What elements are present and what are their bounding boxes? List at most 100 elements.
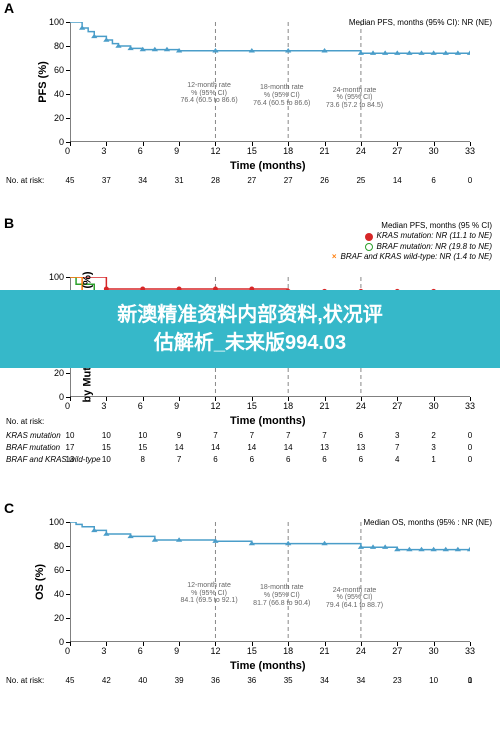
annotation: 24-month rate% (95% CI)73.6 (57.2 to 84.… bbox=[326, 87, 383, 110]
risk-cell: 3 bbox=[424, 443, 444, 452]
xtick: 27 bbox=[392, 146, 402, 156]
risk-cell: 7 bbox=[387, 443, 407, 452]
panel-a-chart bbox=[70, 22, 470, 142]
xtick: 33 bbox=[465, 146, 475, 156]
xtick: 9 bbox=[174, 401, 179, 411]
ytick: 100 bbox=[49, 17, 64, 27]
risk-label: No. at risk: bbox=[6, 676, 44, 685]
risk-cell: 6 bbox=[351, 455, 371, 464]
annotation: 24-month rate% (95% CI)79.4 (64.1 to 88.… bbox=[326, 587, 383, 610]
risk-cell: 23 bbox=[387, 676, 407, 685]
risk-row-name: BRAF and KRAS wild-type bbox=[6, 455, 101, 464]
panel-c: C OS (%) Time (months) Median OS, months… bbox=[0, 500, 500, 700]
risk-cell: 13 bbox=[60, 455, 80, 464]
panel-b-letter: B bbox=[4, 215, 14, 231]
legend-title: Median PFS, months (95% CI): NR (NE) bbox=[349, 18, 492, 28]
risk-cell: 0 bbox=[460, 455, 480, 464]
panel-c-xlabel: Time (months) bbox=[230, 660, 306, 672]
risk-cell: 2 bbox=[424, 431, 444, 440]
risk-cell: 39 bbox=[169, 676, 189, 685]
risk-cell: 27 bbox=[278, 176, 298, 185]
ytick: 0 bbox=[59, 137, 64, 147]
xtick: 0 bbox=[65, 646, 70, 656]
risk-cell: 27 bbox=[242, 176, 262, 185]
risk-cell: 14 bbox=[387, 176, 407, 185]
xtick: 3 bbox=[101, 146, 106, 156]
panel-a-letter: A bbox=[4, 0, 14, 16]
xtick: 33 bbox=[465, 646, 475, 656]
risk-row-name: BRAF mutation bbox=[6, 443, 60, 452]
risk-cell: 14 bbox=[205, 443, 225, 452]
risk-cell: 25 bbox=[351, 176, 371, 185]
risk-cell: 36 bbox=[205, 676, 225, 685]
risk-cell: 7 bbox=[205, 431, 225, 440]
xtick: 6 bbox=[138, 401, 143, 411]
overlay-line1: 新澳精准资料内部资料,状况评 bbox=[117, 304, 383, 326]
risk-cell: 45 bbox=[60, 676, 80, 685]
panel-b-xlabel: Time (months) bbox=[230, 415, 306, 427]
xtick: 6 bbox=[138, 646, 143, 656]
risk-cell: 10 bbox=[424, 676, 444, 685]
risk-cell: 7 bbox=[242, 431, 262, 440]
risk-cell: 6 bbox=[351, 431, 371, 440]
ytick: 40 bbox=[54, 589, 64, 599]
risk-cell: 40 bbox=[133, 676, 153, 685]
overlay-line2: 估解析_未来版994.03 bbox=[154, 332, 346, 354]
legend-item: ×BRAF and KRAS wild-type: NR (1.4 to NE) bbox=[332, 252, 492, 262]
xtick: 9 bbox=[174, 146, 179, 156]
risk-cell: 0 bbox=[460, 443, 480, 452]
risk-cell: 6 bbox=[205, 455, 225, 464]
xtick: 18 bbox=[283, 401, 293, 411]
ytick: 100 bbox=[49, 517, 64, 527]
risk-row-name: KRAS mutation bbox=[6, 431, 61, 440]
annotation: 18-month rate% (95% CI)81.7 (66.8 to 90.… bbox=[253, 584, 310, 607]
risk-cell: 31 bbox=[169, 176, 189, 185]
risk-cell: 34 bbox=[351, 676, 371, 685]
risk-cell: 35 bbox=[278, 676, 298, 685]
risk-cell: 10 bbox=[96, 455, 116, 464]
xtick: 15 bbox=[247, 401, 257, 411]
legend-title: Median OS, months (95% : NR (NE) bbox=[364, 518, 492, 528]
xtick: 24 bbox=[356, 401, 366, 411]
xtick: 18 bbox=[283, 646, 293, 656]
panel-b-legend: Median PFS, months (95 % CI)KRAS mutatio… bbox=[332, 221, 492, 263]
xtick: 27 bbox=[392, 401, 402, 411]
xtick: 12 bbox=[210, 401, 220, 411]
ytick: 0 bbox=[59, 637, 64, 647]
ytick: 20 bbox=[54, 368, 64, 378]
ytick: 40 bbox=[54, 89, 64, 99]
risk-cell: 6 bbox=[278, 455, 298, 464]
xtick: 12 bbox=[210, 146, 220, 156]
risk-cell: 14 bbox=[242, 443, 262, 452]
legend-item: KRAS mutation: NR (11.1 to NE) bbox=[332, 231, 492, 241]
annotation: 12-month rate% (95% CI)76.4 (60.5 to 86.… bbox=[180, 82, 237, 105]
risk-cell: 13 bbox=[351, 443, 371, 452]
risk-cell: 8 bbox=[133, 455, 153, 464]
risk-cell: 36 bbox=[242, 676, 262, 685]
risk-cell: 26 bbox=[315, 176, 335, 185]
risk-cell: 14 bbox=[278, 443, 298, 452]
risk-cell: 28 bbox=[205, 176, 225, 185]
risk-cell: 6 bbox=[424, 176, 444, 185]
ytick: 20 bbox=[54, 113, 64, 123]
xtick: 21 bbox=[320, 401, 330, 411]
legend-title: Median PFS, months (95 % CI) bbox=[332, 221, 492, 231]
xtick: 30 bbox=[429, 146, 439, 156]
panel-c-ylabel: OS (%) bbox=[34, 564, 46, 600]
panel-a-xlabel: Time (months) bbox=[230, 160, 306, 172]
risk-cell: 6 bbox=[242, 455, 262, 464]
risk-cell: 0 bbox=[460, 676, 480, 685]
risk-cell: 4 bbox=[387, 455, 407, 464]
risk-cell: 42 bbox=[96, 676, 116, 685]
panel-c-chart bbox=[70, 522, 470, 642]
xtick: 21 bbox=[320, 646, 330, 656]
risk-cell: 10 bbox=[133, 431, 153, 440]
ytick: 80 bbox=[54, 41, 64, 51]
risk-cell: 10 bbox=[60, 431, 80, 440]
ytick: 60 bbox=[54, 565, 64, 575]
xtick: 33 bbox=[465, 401, 475, 411]
ytick: 0 bbox=[59, 392, 64, 402]
xtick: 30 bbox=[429, 401, 439, 411]
annotation: 18-month rate% (95% CI)76.4 (60.5 to 86.… bbox=[253, 84, 310, 107]
risk-cell: 0 bbox=[460, 176, 480, 185]
